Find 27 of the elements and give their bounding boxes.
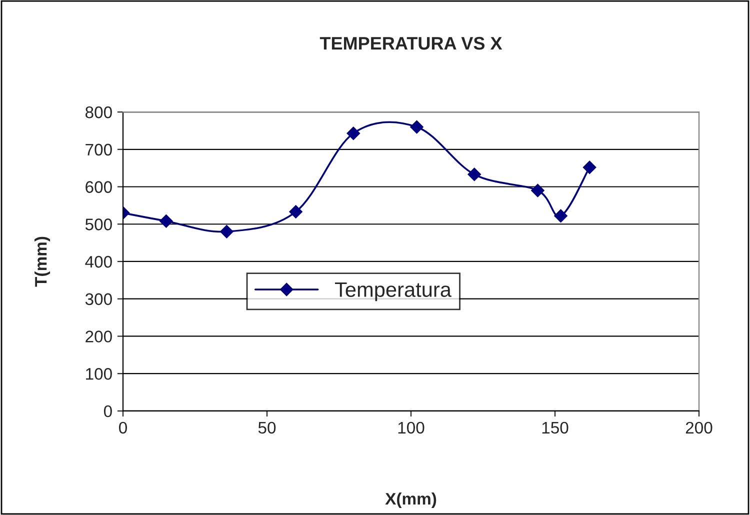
point: [468, 168, 481, 182]
point: [531, 184, 544, 198]
y-tick-label: 700: [86, 144, 112, 156]
point: [220, 225, 234, 238]
y-tick-label: 300: [85, 293, 112, 306]
y-tick-label: 0: [104, 405, 112, 418]
y-tick-label: 100: [86, 368, 112, 380]
x-axis-title: X(mm): [385, 492, 436, 508]
y-tick-label: 200: [86, 330, 112, 342]
legend-label: Temperatura: [334, 282, 452, 302]
x-tick-label: 100: [398, 422, 424, 434]
y-tick-label: 600: [86, 181, 112, 193]
y-tick-label: 500: [85, 218, 112, 230]
x-tick-label: 50: [258, 422, 276, 434]
point: [289, 205, 302, 218]
point: [410, 120, 424, 134]
y-tick-label: 400: [85, 256, 112, 268]
point: [346, 126, 360, 140]
point: [554, 209, 568, 222]
x-tick-label: 200: [686, 422, 712, 434]
y-axis-title: T(mm): [34, 236, 50, 287]
point: [160, 214, 173, 228]
chart-title: TEMPERATURA VS X: [320, 36, 502, 50]
x-tick-label: 150: [542, 422, 568, 434]
point: [582, 160, 596, 174]
x-tick-label: 0: [119, 422, 127, 434]
y-tick-label: 800: [86, 106, 112, 118]
